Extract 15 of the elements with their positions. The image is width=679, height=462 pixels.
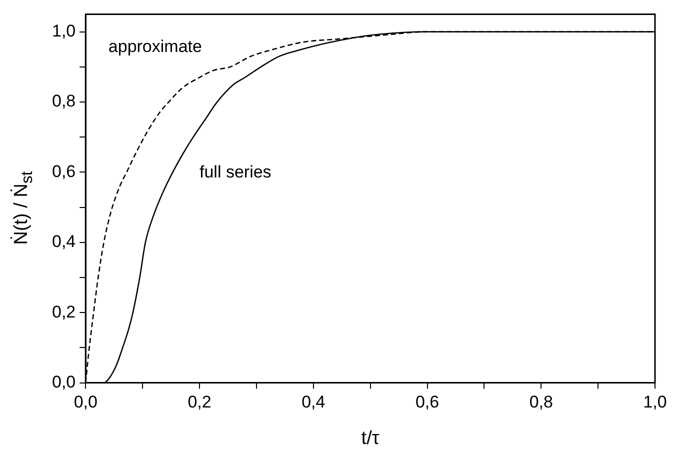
x-tick-label: 0,4	[302, 392, 326, 412]
y-tick-label: 0,6	[52, 162, 76, 181]
y-tick-label: 0,2	[52, 302, 76, 322]
series-label: full series	[200, 162, 272, 182]
y-tick-label: 0,4	[52, 232, 76, 252]
y-tick-label: 1,0	[52, 21, 76, 40]
x-axis-title: t/τ	[361, 428, 380, 449]
x-tick-label: 0,2	[188, 392, 212, 412]
series-label: approximate	[108, 37, 202, 56]
x-tick-label: 0,6	[415, 392, 440, 412]
y-tick-label: 0,8	[52, 92, 76, 111]
x-tick-label: 0,0	[74, 392, 98, 412]
y-tick-label: 0,0	[52, 372, 76, 392]
x-tick-label: 1,0	[643, 392, 667, 412]
x-tick-label: 0,8	[529, 392, 553, 412]
